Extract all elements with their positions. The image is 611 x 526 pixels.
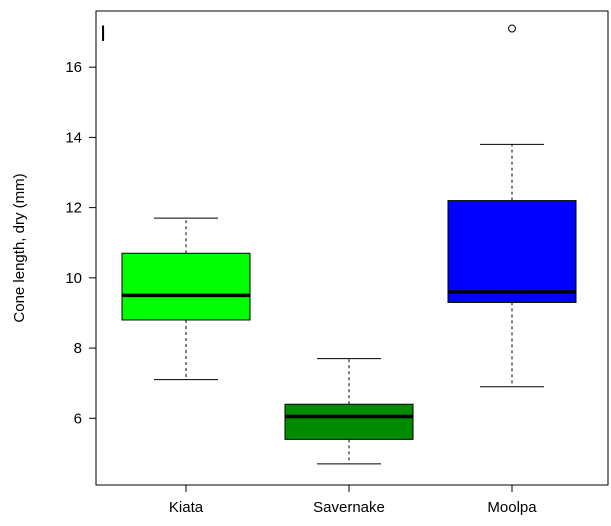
boxes (121, 24, 577, 465)
y-axis: 6 8 10 12 14 16 (65, 59, 96, 427)
iqr-box (447, 200, 577, 303)
y-tick-label: 8 (74, 340, 82, 357)
x-tick-label: Moolpa (487, 499, 537, 516)
x-axis: Kiata Savernake Moolpa (169, 485, 537, 516)
plot-frame (95, 10, 609, 486)
y-tick-label: 6 (74, 410, 82, 427)
iqr-box (284, 403, 414, 440)
box-savernake (284, 358, 414, 465)
panel-label: I (100, 21, 106, 46)
y-axis-title: Cone length, dry (mm) (11, 173, 28, 322)
y-tick-label: 14 (65, 129, 82, 146)
x-tick-label: Kiata (169, 499, 204, 516)
y-tick-label: 12 (65, 200, 82, 217)
y-tick-label: 16 (65, 59, 82, 76)
box-kiata (121, 217, 251, 381)
outlier-point (508, 24, 516, 33)
box-moolpa (447, 24, 577, 388)
x-tick-label: Savernake (313, 499, 385, 516)
iqr-box (121, 252, 251, 321)
y-tick-label: 10 (65, 270, 82, 287)
